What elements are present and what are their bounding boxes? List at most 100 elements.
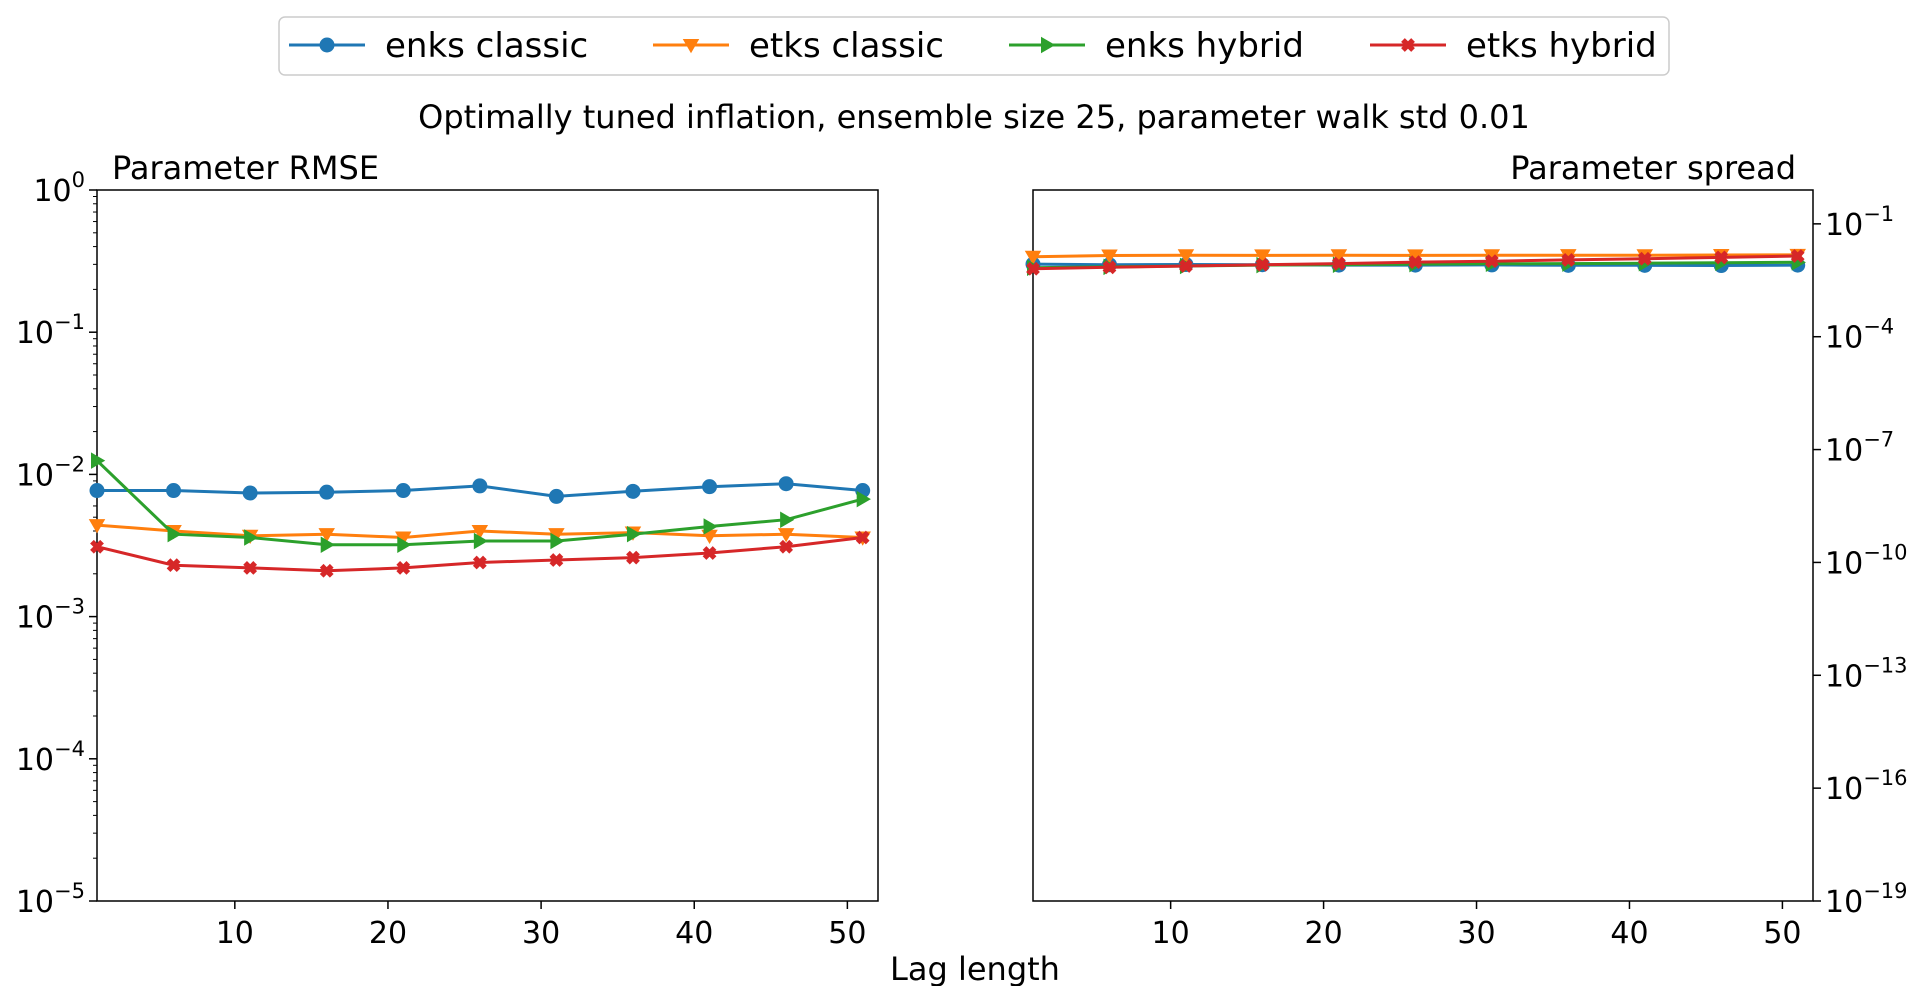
data-point — [319, 484, 335, 500]
spread-axes: 10 20 30 40 50 10−19 10−16 10−13 10−10 10−7 10−4 10… — [1024, 189, 1908, 951]
data-point — [626, 550, 640, 565]
data-point — [88, 519, 106, 534]
legend-entry: enks classic — [289, 26, 588, 66]
legend: enks classic etks classic enks hybrid etks … — [278, 16, 1670, 76]
y-tick-label: 10−5 — [16, 879, 85, 920]
data-point — [167, 525, 182, 543]
axes-frame — [96, 189, 879, 902]
x-tick-label: 50 — [828, 916, 866, 951]
data-point — [702, 479, 718, 495]
data-point — [395, 483, 411, 499]
data-point — [1483, 249, 1501, 264]
y-tick-label: 10−3 — [16, 595, 85, 636]
figure-title: Optimally tuned inflation, ensemble size… — [418, 98, 1530, 136]
data-point — [625, 483, 641, 499]
data-point — [1790, 249, 1805, 263]
data-point — [548, 488, 564, 504]
data-point — [166, 558, 181, 573]
data-point — [548, 528, 565, 543]
data-point — [472, 478, 488, 494]
data-point — [550, 532, 565, 550]
panel-title-rmse: Parameter RMSE — [112, 149, 379, 187]
legend-label: enks hybrid — [1105, 26, 1304, 66]
data-point — [855, 530, 870, 545]
data-point — [1408, 255, 1423, 270]
y-tick-label: 10−7 — [1825, 428, 1894, 469]
data-point — [1255, 257, 1270, 272]
legend-items: enks classic etks classic enks hybrid etks … — [289, 26, 1657, 66]
rmse-axes: 10 20 30 40 50 10−5 10−4 10−3 10−2 10−1 100 — [16, 168, 879, 951]
y-tick-label: 10−4 — [1825, 315, 1894, 356]
data-point — [703, 518, 718, 535]
data-point — [1024, 250, 1042, 265]
data-point — [702, 546, 717, 560]
data-point — [473, 532, 489, 550]
data-point — [395, 531, 412, 546]
x-tick-label: 30 — [1457, 916, 1495, 951]
x-tick-label: 50 — [1763, 916, 1801, 951]
data-point — [626, 525, 642, 543]
panel-title-spread: Parameter spread — [1510, 149, 1796, 187]
legend-marker-icon — [682, 39, 700, 54]
data-point — [1484, 254, 1499, 269]
data-point — [1331, 256, 1346, 271]
data-point — [90, 539, 104, 554]
data-point — [1101, 249, 1118, 264]
x-tick-label: 30 — [522, 916, 560, 951]
y-tick-label: 100 — [33, 168, 85, 209]
x-tick-label: 40 — [1610, 916, 1648, 951]
x-tick-label: 10 — [1152, 916, 1190, 951]
data-point — [396, 561, 411, 575]
legend-label: etks classic — [749, 26, 944, 66]
legend-marker-icon — [319, 37, 335, 53]
legend-marker-icon — [1401, 38, 1415, 52]
data-point — [777, 528, 795, 543]
data-point — [1179, 259, 1193, 273]
x-axis-label: Lag length — [890, 950, 1060, 986]
data-point — [549, 553, 564, 567]
legend-entry: enks hybrid — [1009, 26, 1304, 66]
data-point — [319, 563, 334, 578]
data-point — [166, 483, 182, 499]
y-tick-label: 10−4 — [16, 737, 85, 778]
data-point — [1714, 250, 1729, 265]
y-tick-label: 10−1 — [1825, 202, 1894, 243]
data-point — [1330, 249, 1348, 264]
data-point — [91, 452, 106, 469]
data-point — [1561, 253, 1576, 267]
data-point — [244, 529, 259, 546]
legend-entry: etks classic — [653, 26, 944, 66]
axes-frame — [1032, 189, 1814, 902]
data-point — [1254, 249, 1271, 264]
series-group — [1024, 248, 1806, 277]
data-point — [1102, 260, 1117, 275]
data-point — [856, 490, 871, 508]
data-point — [1637, 251, 1652, 266]
y-tick-label: 10−13 — [1825, 653, 1908, 694]
legend-frame — [278, 16, 1670, 76]
data-point — [320, 536, 335, 554]
data-point — [780, 511, 795, 528]
data-point — [242, 485, 258, 501]
data-point — [397, 536, 412, 554]
legend-marker-icon — [1041, 36, 1056, 54]
y-tick-label: 10−2 — [16, 452, 85, 493]
y-tick-label: 10−1 — [16, 310, 85, 351]
series-group — [88, 452, 871, 578]
data-point — [318, 528, 335, 543]
data-point — [778, 476, 794, 492]
legend-entry: etks hybrid — [1370, 26, 1657, 66]
x-tick-label: 40 — [675, 916, 713, 951]
y-tick-label: 10−19 — [1825, 879, 1908, 920]
data-point — [243, 561, 258, 575]
legend-label: etks hybrid — [1466, 26, 1657, 66]
data-point — [1026, 261, 1040, 276]
data-point — [1177, 249, 1195, 264]
legend-label: enks classic — [385, 26, 588, 66]
data-point — [1407, 249, 1424, 264]
data-point — [779, 539, 794, 554]
x-tick-label: 20 — [369, 916, 407, 951]
x-tick-label: 10 — [216, 916, 254, 951]
